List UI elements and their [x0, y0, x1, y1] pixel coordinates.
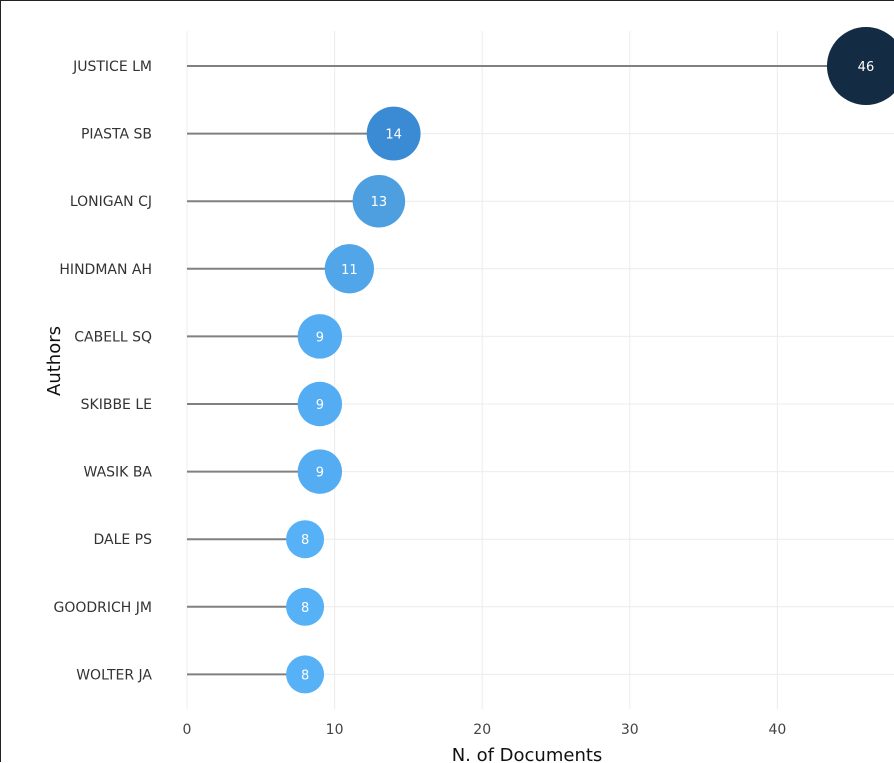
- author-label-4: CABELL SQ: [74, 329, 152, 345]
- author-labels: JUSTICE LM PIASTA SB LONIGAN CJ HINDMAN AH C…: [54, 59, 153, 683]
- x-axis-title: N. of Documents: [452, 745, 603, 763]
- author-label-2: LONIGAN CJ: [70, 194, 152, 210]
- y-axis-title: Authors: [44, 326, 65, 396]
- value-label-5: 9: [316, 398, 324, 413]
- x-tick-label-20: 20: [473, 722, 491, 738]
- x-tick-label-30: 30: [621, 722, 639, 738]
- dot-1: [366, 106, 421, 161]
- x-tick-label-10: 10: [326, 722, 344, 738]
- author-label-0: JUSTICE LM: [72, 59, 152, 75]
- dot-3: [324, 244, 374, 294]
- lollipop-dots: 46 14 13 11 9 9 9 8 8 8: [286, 27, 894, 694]
- x-tick-label-0: 0: [183, 722, 192, 738]
- lollipop-stems: [187, 65, 866, 676]
- author-label-3: HINDMAN AH: [59, 262, 152, 278]
- author-label-8: GOODRICH JM: [54, 600, 153, 616]
- dot-5: [297, 381, 343, 427]
- dot-9: [286, 655, 325, 694]
- value-label-3: 11: [341, 263, 358, 278]
- value-label-8: 8: [301, 601, 309, 616]
- x-axis-ticks: 0 10 20 30 40: [183, 722, 787, 738]
- author-label-5: SKIBBE LE: [81, 397, 152, 413]
- value-label-6: 9: [316, 466, 324, 481]
- dot-0: [826, 27, 894, 105]
- value-label-9: 8: [301, 668, 309, 683]
- value-label-7: 8: [301, 533, 309, 548]
- author-label-9: WOLTER JA: [76, 667, 152, 683]
- value-label-1: 14: [385, 128, 402, 143]
- author-label-6: WASIK BA: [84, 465, 153, 481]
- value-label-0: 46: [858, 60, 875, 75]
- dot-8: [286, 587, 325, 626]
- dot-2: [352, 174, 406, 228]
- dot-7: [286, 520, 325, 559]
- dot-6: [297, 449, 343, 494]
- value-label-4: 9: [316, 330, 324, 345]
- x-tick-label-40: 40: [768, 722, 786, 738]
- dot-4: [297, 314, 343, 359]
- author-label-1: PIASTA SB: [81, 127, 152, 143]
- author-label-7: DALE PS: [93, 532, 152, 548]
- value-label-2: 13: [371, 195, 388, 210]
